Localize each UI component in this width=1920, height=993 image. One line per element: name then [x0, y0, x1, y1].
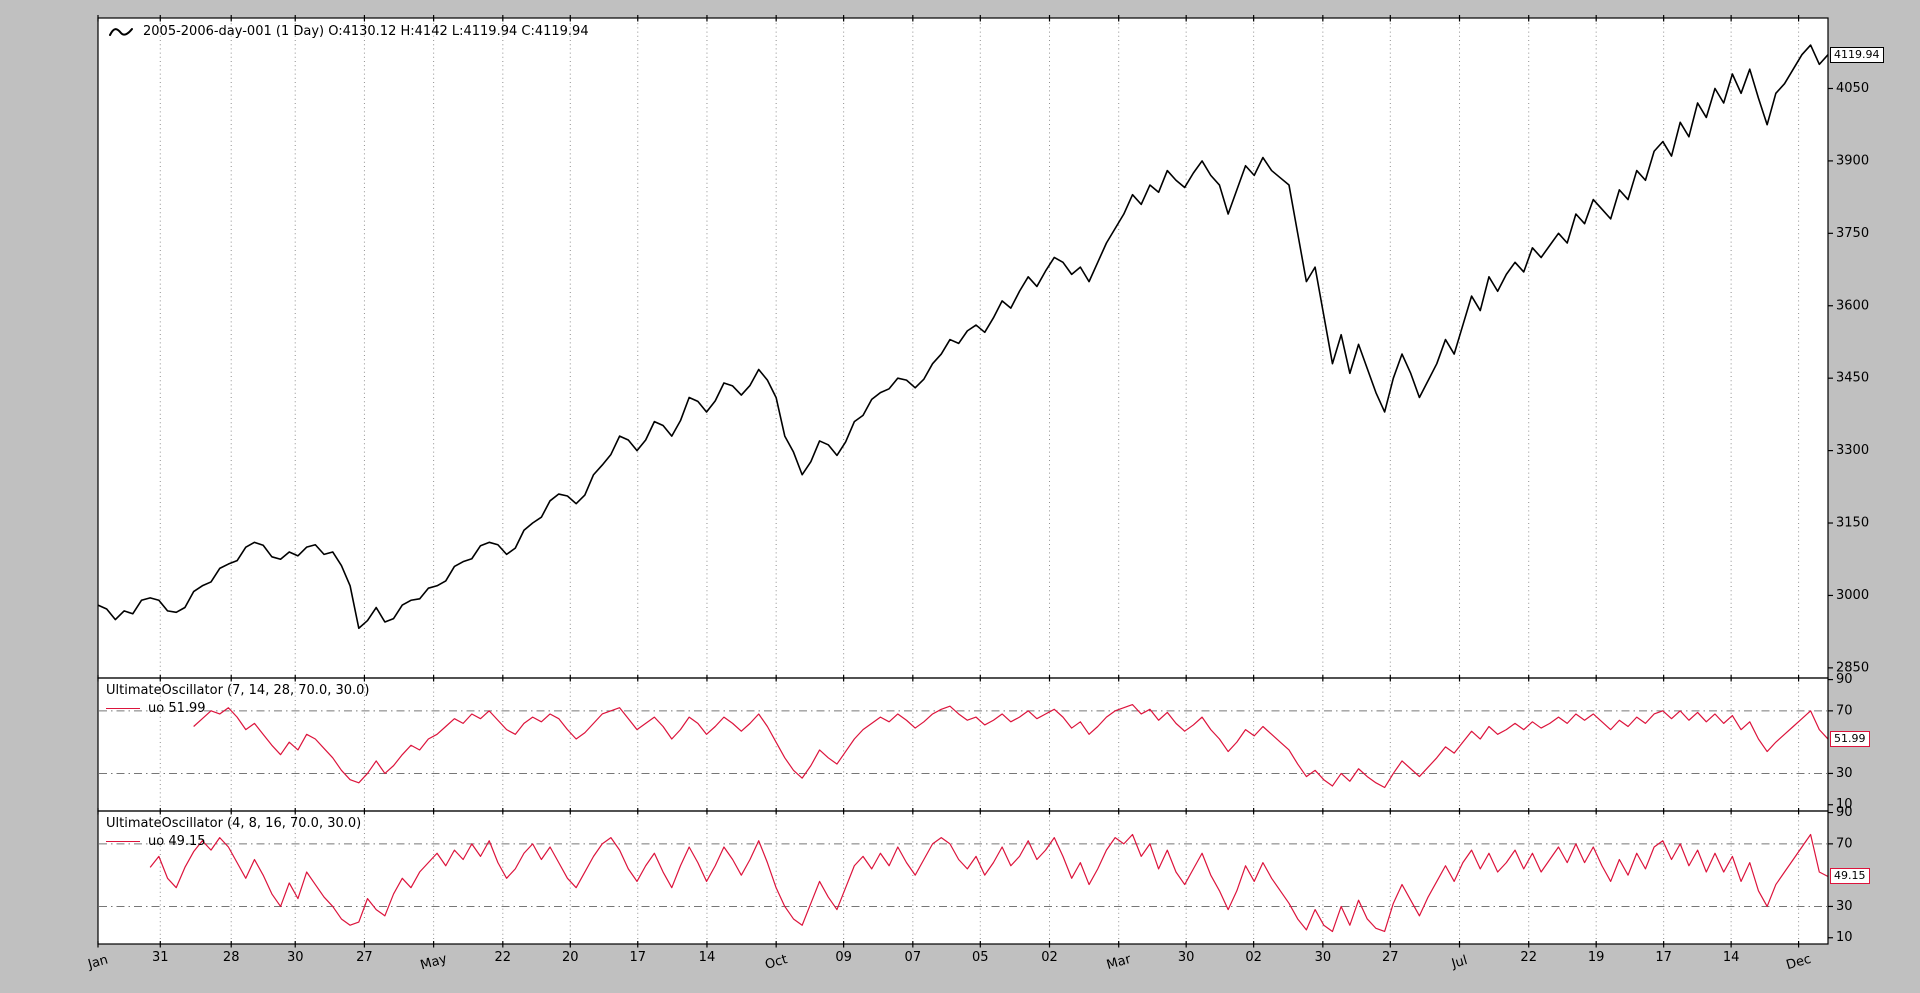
- oscillator2-legend-label: uo 49.15: [148, 834, 206, 849]
- x-tick-label-month: Oct: [763, 952, 789, 973]
- last-price-tag: 4119.94: [1830, 46, 1884, 63]
- y-tick-label: 3900: [1836, 153, 1869, 168]
- oscillator1-value-tag: 51.99: [1830, 731, 1870, 748]
- x-tick-label-day: 14: [699, 950, 716, 965]
- oscillator-series-line: [193, 703, 1829, 789]
- x-tick-label-month: Jul: [1449, 953, 1469, 972]
- x-tick-label-day: 28: [223, 950, 240, 965]
- price-series-line: [97, 44, 1829, 630]
- y-tick-label: 3300: [1836, 443, 1869, 458]
- y-tick-label: 30: [1836, 899, 1853, 914]
- x-tick-label-day: 27: [1382, 950, 1399, 965]
- y-tick-label: 4050: [1836, 81, 1869, 96]
- x-tick-label-day: 30: [1315, 950, 1332, 965]
- x-tick-label-day: 17: [1655, 950, 1672, 965]
- x-tick-label-day: 22: [495, 950, 512, 965]
- x-tick-label-day: 09: [835, 950, 852, 965]
- x-tick-label-day: 30: [1178, 950, 1195, 965]
- x-tick-label-day: 27: [356, 950, 373, 965]
- main-legend-label: 2005-2006-day-001 (1 Day) O:4130.12 H:41…: [143, 24, 589, 39]
- oscillator1-legend-label: uo 51.99: [148, 701, 206, 716]
- x-tick-label-day: 02: [1041, 950, 1058, 965]
- x-tick-label-day: 20: [562, 950, 579, 965]
- y-tick-label: 3000: [1836, 588, 1869, 603]
- y-tick-label: 3600: [1836, 298, 1869, 313]
- y-tick-label: 3450: [1836, 371, 1869, 386]
- y-tick-label: 30: [1836, 766, 1853, 781]
- oscillator-series-line: [149, 833, 1829, 933]
- main-legend: 2005-2006-day-001 (1 Day) O:4130.12 H:41…: [108, 24, 589, 39]
- x-tick-label-day: 07: [905, 950, 922, 965]
- oscillator1-title: UltimateOscillator (7, 14, 28, 70.0, 30.…: [106, 683, 370, 698]
- x-tick-label-month: Dec: [1785, 952, 1813, 973]
- x-tick-label-day: 05: [972, 950, 989, 965]
- oscillator1-legend: uo 51.99: [106, 701, 206, 716]
- line-sample-icon: [106, 708, 140, 709]
- oscillator2-value-tag: 49.15: [1830, 868, 1870, 885]
- x-tick-label-day: 30: [287, 950, 304, 965]
- x-tick-label-day: 14: [1723, 950, 1740, 965]
- y-tick-label: 90: [1836, 805, 1853, 820]
- y-tick-label: 70: [1836, 703, 1853, 718]
- panel-background: [98, 678, 1828, 811]
- panel-background: [98, 18, 1828, 678]
- y-tick-label: 3150: [1836, 516, 1869, 531]
- x-tick-label-day: 17: [629, 950, 646, 965]
- x-tick-label-month: May: [419, 951, 449, 973]
- x-tick-label-day: 02: [1245, 950, 1262, 965]
- y-tick-label: 70: [1836, 836, 1853, 851]
- x-tick-label-day: 19: [1588, 950, 1605, 965]
- x-tick-label-month: Jan: [85, 953, 109, 973]
- panel-border: [97, 810, 1829, 945]
- oscillator2-title: UltimateOscillator (4, 8, 16, 70.0, 30.0…: [106, 816, 362, 831]
- panel-background: [98, 811, 1828, 944]
- y-tick-label: 2850: [1836, 660, 1869, 675]
- y-tick-label: 3750: [1836, 226, 1869, 241]
- y-tick-label: 90: [1836, 672, 1853, 687]
- y-tick-label: 10: [1836, 797, 1853, 812]
- line-sample-icon: [109, 27, 133, 36]
- x-tick-label-day: 31: [152, 950, 169, 965]
- line-sample-icon: [106, 841, 140, 842]
- oscillator2-legend: uo 49.15: [106, 834, 206, 849]
- x-tick-label-month: Mar: [1105, 952, 1133, 973]
- x-tick-label-day: 22: [1520, 950, 1537, 965]
- y-tick-label: 10: [1836, 930, 1853, 945]
